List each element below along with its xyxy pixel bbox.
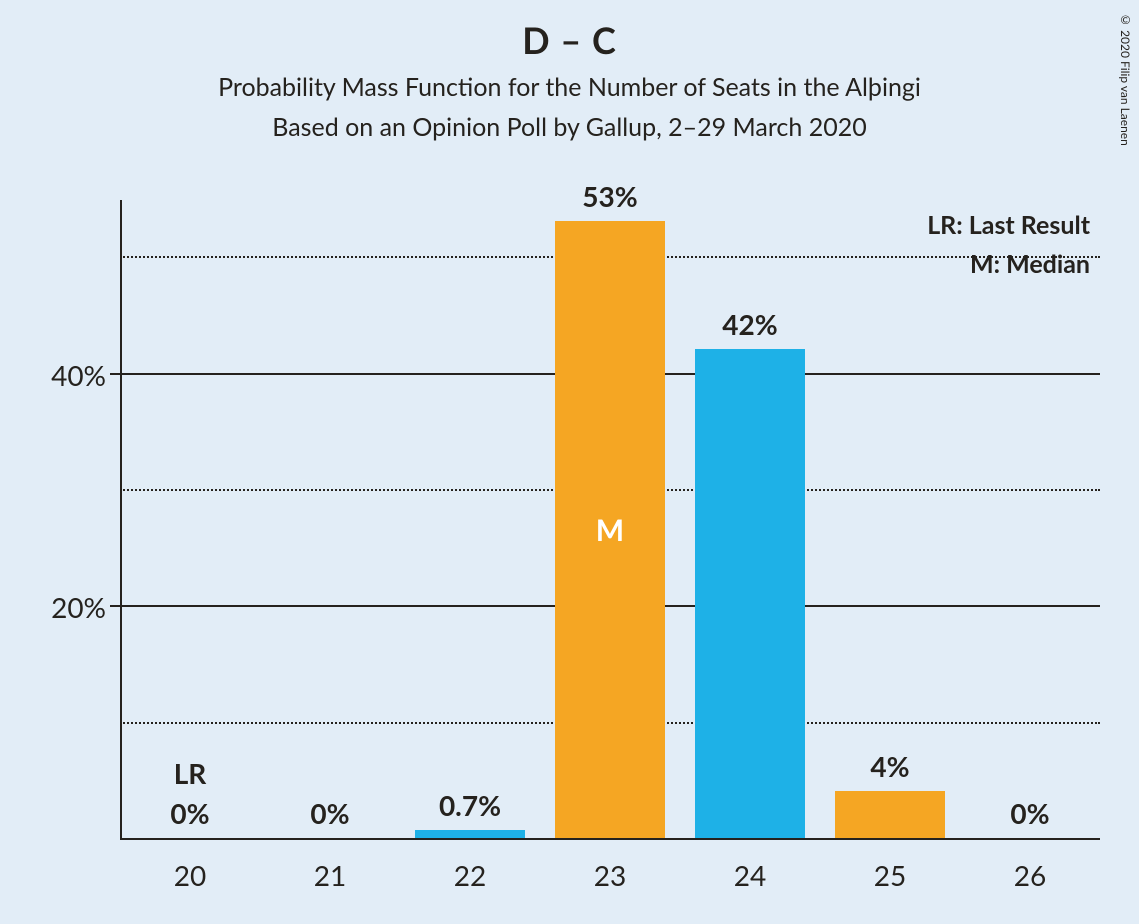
chart-title: D – C	[0, 18, 1139, 62]
legend-m: M: Median	[927, 245, 1090, 284]
legend: LR: Last Result M: Median	[927, 206, 1090, 284]
x-axis-line	[120, 838, 1100, 840]
x-tick-label: 23	[594, 858, 626, 892]
x-tick-label: 21	[314, 858, 346, 892]
bar-value-label: 0%	[120, 796, 260, 830]
bar-value-label: 53%	[540, 179, 680, 213]
bar-median-label: M	[555, 512, 664, 548]
bar-value-label: 42%	[680, 307, 820, 341]
x-tick-label: 24	[734, 858, 766, 892]
bar-value-label: 0%	[260, 796, 400, 830]
bar: 4%	[835, 791, 944, 838]
bar: 0.7%	[415, 830, 524, 838]
y-tick-mark	[110, 605, 120, 607]
bar-lr-label: LR	[120, 756, 260, 790]
y-tick-label: 20%	[51, 590, 106, 624]
y-axis-line	[120, 200, 122, 840]
y-tick-label: 40%	[51, 358, 106, 392]
chart-subtitle-2: Based on an Opinion Poll by Gallup, 2–29…	[0, 112, 1139, 142]
x-tick-label: 26	[1014, 858, 1046, 892]
bar-value-label: 0%	[960, 796, 1100, 830]
bar-value-label: 0.7%	[400, 788, 540, 822]
x-tick-label: 25	[874, 858, 906, 892]
plot-area: LR: Last Result M: Median 20%40%20212223…	[120, 200, 1100, 840]
x-tick-label: 22	[454, 858, 486, 892]
title-block: D – C Probability Mass Function for the …	[0, 18, 1139, 142]
y-tick-mark	[110, 373, 120, 375]
bar-value-label: 4%	[820, 749, 960, 783]
bar: 42%	[695, 349, 804, 838]
chart-subtitle-1: Probability Mass Function for the Number…	[0, 72, 1139, 102]
chart-container: © 2020 Filip van Laenen D – C Probabilit…	[0, 0, 1139, 924]
legend-lr: LR: Last Result	[927, 206, 1090, 245]
bar: 53%M	[555, 221, 664, 838]
x-tick-label: 20	[174, 858, 206, 892]
